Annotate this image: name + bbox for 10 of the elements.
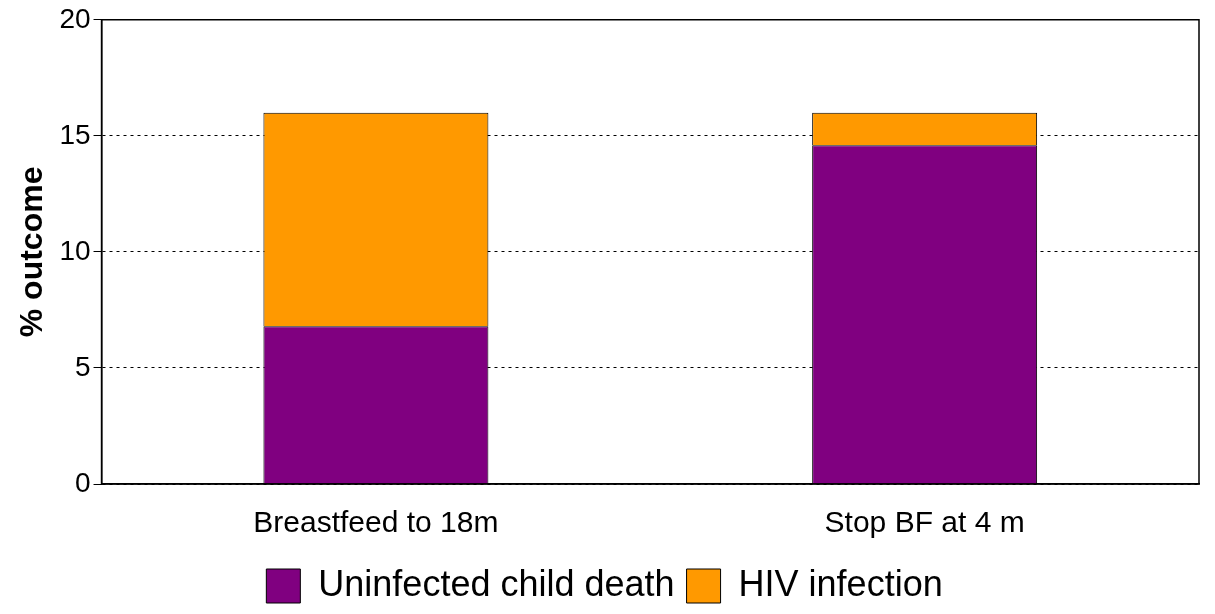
y-tick-label: 10	[59, 234, 91, 266]
legend-label: Uninfected child death	[318, 562, 675, 604]
y-tick-label: 15	[59, 118, 91, 150]
y-tick-label: 0	[74, 466, 91, 498]
y-axis-title: % outcome	[13, 166, 50, 338]
y-tick-label: 5	[74, 350, 91, 382]
x-tick-label: Breastfeed to 18m	[253, 505, 499, 539]
x-tick-label: Stop BF at 4 m	[824, 505, 1025, 539]
legend-label: HIV infection	[738, 562, 943, 604]
y-tick-label: 20	[59, 2, 91, 34]
